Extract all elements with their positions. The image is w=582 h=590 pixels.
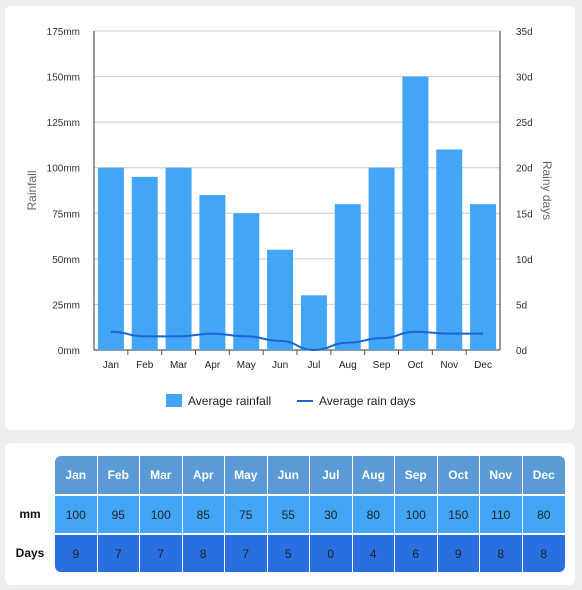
table-cell-days: 7 <box>97 534 140 572</box>
table-cell-days: 8 <box>480 534 523 572</box>
table-cell-days: 4 <box>352 534 395 572</box>
table-cell-days: 8 <box>182 534 225 572</box>
bar-jun <box>267 249 294 350</box>
table-cell-mm: 55 <box>267 495 310 533</box>
rainfall-chart: 0mm 25mm 50mm 75mm 100mm 125mm 150mm 175mm 0d 5d 1… <box>25 27 554 408</box>
bar-nov <box>436 149 463 350</box>
table-cell-days: 6 <box>395 534 438 572</box>
x-tick-label: Nov <box>440 360 458 371</box>
y2-tick-label: 10d <box>516 255 533 266</box>
table-cell-mm: 100 <box>395 495 438 533</box>
table-cell-mm: 80 <box>352 495 395 533</box>
y2-tick-label: 35d <box>516 27 533 38</box>
table-cell-mm: 85 <box>182 495 225 533</box>
table-cell-mm: 95 <box>97 495 140 533</box>
y2-tick-label: 20d <box>516 164 533 175</box>
rain-days-line <box>110 330 484 352</box>
y-tick-label: 125mm <box>47 118 80 129</box>
bar-apr <box>199 195 226 350</box>
x-tick-label: Jul <box>308 360 321 371</box>
y-tick-label: 50mm <box>52 255 80 266</box>
y-tick-label: 25mm <box>52 300 80 311</box>
x-tick-label: Sep <box>373 360 391 371</box>
table-row-label-mm: mm <box>19 507 41 521</box>
table-header-jul: Jul <box>310 456 353 494</box>
y-axis-title: Rainfall <box>25 170 39 210</box>
y-tick-label: 175mm <box>47 27 80 38</box>
bar-may <box>233 213 260 350</box>
table-header-mar: Mar <box>140 456 183 494</box>
table-cell-mm: 100 <box>140 495 183 533</box>
bar-feb <box>131 176 158 350</box>
x-tick-label: Apr <box>205 360 221 371</box>
table-cell-mm: 150 <box>437 495 480 533</box>
table-cell-mm: 30 <box>310 495 353 533</box>
bar-oct <box>402 76 429 351</box>
legend-swatch-rainfall <box>166 394 182 407</box>
bar-dec <box>470 204 497 350</box>
table-cell-days: 9 <box>437 534 480 572</box>
y2-tick-label: 30d <box>516 73 533 84</box>
table-header-may: May <box>225 456 268 494</box>
y2-tick-label: 15d <box>516 209 533 220</box>
y2-tick-label: 0d <box>516 346 527 357</box>
x-tick-label: Mar <box>170 360 188 371</box>
table-cell-mm: 100 <box>55 495 98 533</box>
climate-table-card: Jan Feb Mar Apr May Jun Jul Aug Sep Oct Nov Dec mm 10… <box>5 443 575 585</box>
table-header-oct: Oct <box>437 456 480 494</box>
bar-jul <box>300 295 327 350</box>
y2-tick-label: 25d <box>516 118 533 129</box>
legend-label-rain-days: Average rain days <box>319 394 416 408</box>
y2-axis-title: Rainy days <box>540 161 554 220</box>
table-header-sep: Sep <box>395 456 438 494</box>
table-header-jan: Jan <box>55 456 98 494</box>
y-tick-label: 150mm <box>47 73 80 84</box>
table-cell-mm: 80 <box>522 495 565 533</box>
table-header-feb: Feb <box>97 456 140 494</box>
bar-aug <box>334 204 361 350</box>
table-cell-mm: 110 <box>480 495 523 533</box>
y-tick-label: 100mm <box>47 164 80 175</box>
x-tick-label: Aug <box>339 360 357 371</box>
table-row-label-days: Days <box>15 546 45 560</box>
table-header-aug: Aug <box>352 456 395 494</box>
table-cell-days: 7 <box>225 534 268 572</box>
x-tick-label: Dec <box>474 360 492 371</box>
table-cell-days: 7 <box>140 534 183 572</box>
x-tick-label: Oct <box>408 360 424 371</box>
table-cell-days: 5 <box>267 534 310 572</box>
table-cell-mm: 75 <box>225 495 268 533</box>
y2-tick-label: 5d <box>516 300 527 311</box>
table-cell-days: 9 <box>55 534 98 572</box>
legend-label-rainfall: Average rainfall <box>188 394 271 408</box>
table-header-jun: Jun <box>267 456 310 494</box>
bar-mar <box>165 167 192 350</box>
chart-card: 0mm 25mm 50mm 75mm 100mm 125mm 150mm 175mm 0d 5d 1… <box>5 6 575 430</box>
table-header-nov: Nov <box>480 456 523 494</box>
table-cell-days: 0 <box>310 534 353 572</box>
x-tick-label: May <box>237 360 256 371</box>
table-cell-days: 8 <box>522 534 565 572</box>
table-header-apr: Apr <box>182 456 225 494</box>
x-tick-label: Feb <box>136 360 154 371</box>
bar-sep <box>368 167 395 350</box>
y-tick-label: 75mm <box>52 209 80 220</box>
bar-jan <box>97 167 124 350</box>
table-header-dec: Dec <box>522 456 565 494</box>
x-tick-label: Jan <box>103 360 119 371</box>
x-tick-label: Jun <box>272 360 288 371</box>
y-tick-label: 0mm <box>58 346 80 357</box>
